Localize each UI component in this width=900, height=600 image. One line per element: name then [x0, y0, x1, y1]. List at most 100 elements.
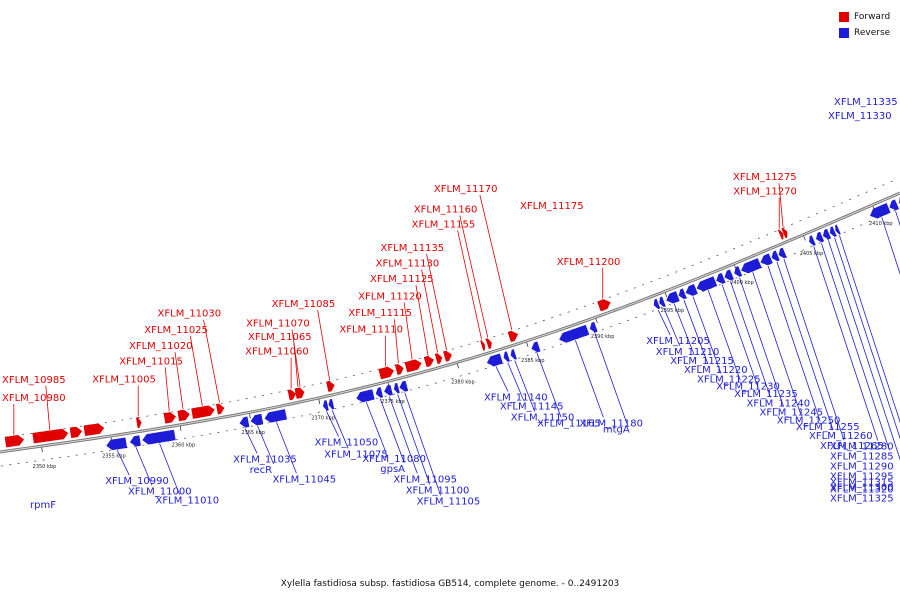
- gene-label: XFLM_11005: [92, 375, 156, 386]
- reverse-gene-arrow: [889, 199, 900, 211]
- strand-guide-mark: [660, 307, 663, 309]
- gene-label: XFLM_11240: [747, 398, 811, 409]
- gene-label: XFLM_11165: [537, 418, 601, 429]
- strand-guide-mark: [559, 314, 562, 316]
- forward-gene-arrow: [216, 403, 225, 415]
- gene-label: XFLM_11210: [656, 347, 720, 358]
- gene-label: XFLM_11170: [434, 184, 498, 195]
- gene-label: XFLM_10980: [2, 393, 66, 404]
- reverse-gene-arrow: [106, 437, 128, 451]
- reverse-label-leader: [683, 299, 709, 365]
- strand-guide-mark: [732, 247, 736, 250]
- strand-guide-mark: [708, 258, 711, 260]
- reverse-gene-arrow: [685, 283, 698, 296]
- reverse-gene-arrow: [503, 351, 510, 362]
- strand-guide-mark: [666, 274, 669, 276]
- forward-gene-arrow: [287, 389, 297, 401]
- legend-reverse-label: Reverse: [854, 28, 891, 38]
- reverse-gene-arrow: [559, 324, 590, 343]
- gene-label: XFLM_11070: [246, 319, 310, 330]
- gene-label: mtgA: [603, 424, 630, 435]
- reverse-gene-arrow: [486, 353, 503, 367]
- reverse-gene-arrow: [129, 435, 141, 447]
- gene-label: XFLM_11295: [830, 472, 894, 483]
- strand-guide-mark: [774, 230, 777, 233]
- strand-guide-mark: [718, 283, 721, 286]
- reverse-label-leader: [839, 235, 900, 423]
- strand-guide-mark: [526, 354, 529, 357]
- scale-tick-label: 2400 kbp: [730, 280, 754, 286]
- gene-label: XFLM_11025: [144, 325, 208, 336]
- reverse-gene-arrow: [724, 269, 734, 281]
- strand-guide-mark: [534, 322, 537, 324]
- strand-guide-mark: [790, 223, 794, 226]
- gene-label: XFLM_11075: [324, 449, 388, 460]
- strand-guide-mark: [418, 357, 422, 360]
- gene-label: XFLM_11015: [119, 356, 183, 367]
- reverse-label-leader: [326, 411, 339, 437]
- reverse-label-leader: [663, 307, 681, 347]
- gene-label: XFLM_11135: [381, 243, 445, 254]
- reverse-label-leader: [257, 425, 275, 465]
- scale-tick-label: 2360 kbp: [172, 443, 196, 449]
- reverse-label-leader: [827, 240, 900, 461]
- reverse-gene-arrow: [264, 409, 287, 423]
- scale-tick-label: 2370 kbp: [311, 415, 335, 421]
- scale-tick-label: 2350 kbp: [33, 464, 57, 470]
- reverse-label-leader: [388, 396, 418, 474]
- strand-guide-mark: [865, 191, 868, 193]
- gene-label: XFLM_11155: [412, 219, 476, 230]
- scale-tick-label: 2405 kbp: [800, 251, 824, 257]
- strand-guide-mark: [815, 212, 819, 215]
- strand-guide-mark: [517, 328, 521, 330]
- strand-guide-mark: [493, 335, 496, 338]
- scale-tick-label: 2390 kbp: [591, 334, 615, 340]
- reverse-label-leader: [783, 259, 845, 441]
- scale-tick-label: 2385 kbp: [521, 358, 545, 364]
- strand-guide-mark: [860, 224, 863, 226]
- reverse-label-leader: [721, 284, 759, 388]
- reverse-label-leader: [159, 443, 180, 495]
- gene-label: XFLM_11050: [315, 438, 379, 449]
- strand-guide-mark: [459, 375, 462, 377]
- strand-guide-mark: [824, 209, 827, 211]
- strand-guide-mark: [468, 343, 471, 345]
- reverse-label-leader: [776, 262, 834, 431]
- strand-guide-mark: [402, 362, 405, 364]
- legend-reverse-swatch: [839, 28, 849, 38]
- forward-gene-arrow: [480, 340, 485, 351]
- forward-gene-arrow: [191, 405, 215, 419]
- strand-guide-mark: [633, 287, 636, 289]
- gene-label: XFLM_11330: [828, 111, 892, 122]
- strand-guide-mark: [468, 372, 471, 375]
- reverse-gene-arrow: [696, 276, 718, 292]
- reverse-gene-arrow: [771, 250, 780, 262]
- strand-guide-mark: [592, 302, 595, 304]
- genome-backbone-highlight: [0, 192, 900, 453]
- reverse-gene-arrow: [666, 291, 680, 304]
- reverse-gene-arrow: [678, 288, 687, 300]
- reverse-label-leader: [404, 392, 442, 496]
- reverse-gene-arrow: [816, 231, 825, 243]
- strand-guide-mark: [641, 284, 645, 286]
- strand-guide-mark: [409, 389, 412, 391]
- gene-label: XFLM_10985: [2, 375, 66, 386]
- reverse-label-leader: [135, 447, 153, 486]
- forward-gene-arrow: [507, 330, 519, 343]
- forward-label-leader: [189, 335, 203, 406]
- strand-guide-mark: [610, 325, 613, 328]
- strand-guide-mark: [618, 322, 621, 325]
- reverse-gene-arrow: [384, 384, 393, 396]
- strand-guide-mark: [735, 277, 738, 279]
- forward-label-leader: [164, 367, 170, 412]
- strand-guide-mark: [832, 205, 835, 208]
- gene-label: XFLM_11180: [579, 418, 643, 429]
- gene-label: XFLM_11020: [129, 341, 193, 352]
- gene-label: XFLM_11290: [830, 461, 894, 472]
- scale-tick-label: 2355 kbp: [102, 454, 126, 460]
- gene-label: XFLM_11145: [500, 402, 564, 413]
- gene-label: XFLM_11265: [820, 441, 884, 452]
- strand-guide-mark: [443, 380, 446, 382]
- reverse-gene-arrow: [142, 429, 176, 445]
- gene-label: XFLM_11065: [248, 332, 312, 343]
